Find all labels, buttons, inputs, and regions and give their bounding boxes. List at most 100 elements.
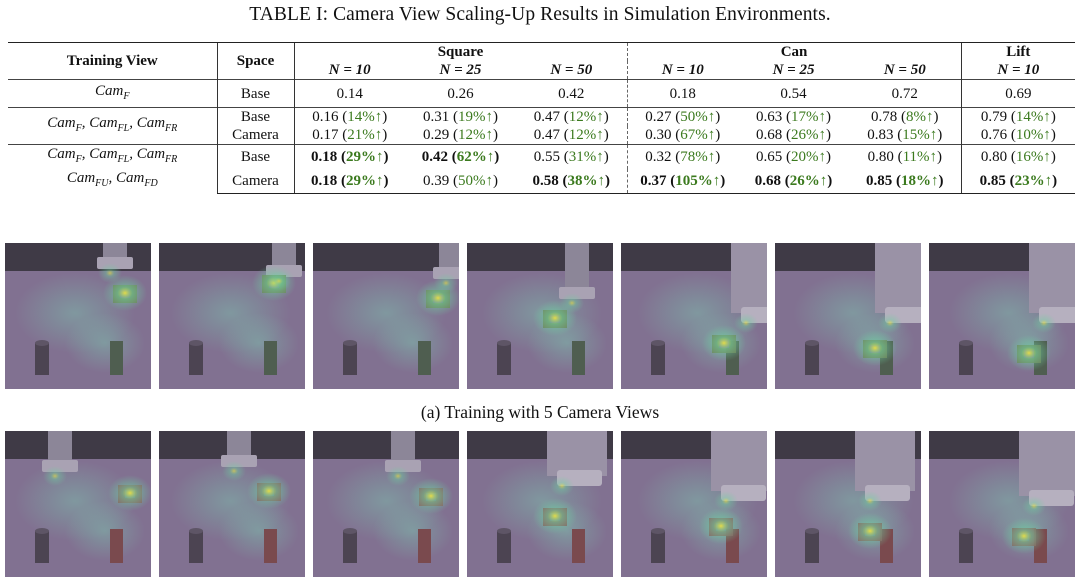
attention-heatmap-icon [5,431,151,577]
result-cell: 0.63 (17%↑) [738,107,850,126]
result-cell: 0.47 (12%↑) [533,127,609,143]
round-peg-icon [651,340,665,375]
training-view-label: CamF, CamFL, CamFR [47,146,178,165]
attention-heatmap-icon [775,243,921,389]
table-row: CamF, CamFL, CamFR CamFU, CamFD Base 0.18 (… [8,143,1076,193]
result-cell: 0.68 (26%↑) [738,168,850,194]
robot-gripper-icon [731,243,767,323]
result-cell: 0.76 (10%↑) [960,126,1076,145]
result-cell: 0.39 (50%↑) [405,168,516,194]
heatmap-frame [621,243,767,389]
attention-heatmap-icon [467,243,613,389]
header-can-n25: N = 25 [772,62,815,78]
attention-heatmap-icon [929,243,1075,389]
attention-heatmap-icon [621,431,767,577]
result-cell: 0.17 (21%↑) [293,126,405,145]
round-peg-icon [343,340,357,375]
round-peg-icon [35,528,49,563]
result-cell: 0.79 (14%↑) [960,107,1076,126]
header-square-n10: N = 10 [293,61,405,80]
header-lift-n10: N = 10 [960,61,1076,80]
header-space: Space [216,42,294,80]
result-cell: 0.32 (78%↑) [626,143,739,169]
header-can: Can [626,42,962,61]
result-cell: 0.37 (105%↑) [626,168,739,194]
result-cell: 0.83 (15%↑) [867,127,943,143]
result-cell: 0.72 [849,79,962,108]
round-peg-icon [959,340,973,375]
result-cell: 0.65 (20%↑) [738,143,850,169]
result-cell: 0.18 [626,79,739,108]
robot-gripper-icon [547,431,607,486]
attention-heatmap-icon [929,431,1075,577]
result-cell: 0.42 [516,79,628,108]
result-cell: 0.68 (26%↑) [756,127,832,143]
result-cell: 0.58 (38%↑) [516,168,628,194]
square-peg-icon [110,529,123,563]
figure-subcaption-a: (a) Training with 5 Camera Views [420,402,660,422]
square-peg-icon [418,529,431,563]
heatmap-frame [929,243,1075,389]
training-view-label: CamF [95,82,130,102]
robot-gripper-icon [385,431,421,472]
space-cell: Camera [216,126,294,145]
results-table-body: CamF Base 0.14 0.26 0.42 0.18 0.54 0.72 0.69 CamF… [8,79,1076,194]
heatmap-frame [775,243,921,389]
robot-gripper-icon [1019,431,1075,506]
heatmap-frame [5,431,151,577]
table-row: CamF, CamFL, CamFR Base 0.16 (14%↑) 0.31 (1… [8,107,1076,145]
result-cell: 0.85 (18%↑) [849,168,962,194]
attention-heatmap-icon [313,431,459,577]
space-cell: Camera [216,168,294,194]
header-lift: Lift [960,42,1076,61]
header-can-n10: N = 10 [626,61,739,80]
round-peg-icon [805,528,819,563]
attention-heatmap-icon [621,243,767,389]
header-square-n50: N = 50 [550,62,593,78]
square-peg-icon [264,529,277,563]
attention-heatmap-icon [5,243,151,389]
result-cell: 0.14 [293,79,405,108]
result-cell: 0.78 (8%↑) [849,107,962,126]
result-cell: 0.80 (11%↑) [849,143,962,169]
header-training-view: Training View [8,42,217,80]
result-cell: 0.29 (12%↑) [423,127,498,143]
header-square: Square [293,42,628,61]
attention-heatmap-icon [313,243,459,389]
heatmap-frame [5,243,151,389]
square-peg-icon [264,341,277,375]
training-view-cell: CamF, CamFL, CamFR [8,107,217,145]
result-cell: 0.18 (29%↑) [293,168,405,194]
robot-gripper-icon [855,431,915,501]
heatmap-frame [313,243,459,389]
training-view-cell: CamF, CamFL, CamFR CamFU, CamFD [8,144,217,193]
heatmap-frame [159,243,305,389]
space-cell: Base [216,107,294,126]
heatmap-frame [313,431,459,577]
table-caption: TABLE I: Camera View Scaling-Up Results … [249,4,831,25]
result-cell: 0.55 (31%↑) [516,143,628,169]
header-square-n25: N = 25 [439,62,482,78]
round-peg-icon [651,528,665,563]
result-cell: 0.42 (62%↑) [405,143,516,169]
square-peg-icon [110,341,123,375]
round-peg-icon [959,528,973,563]
attention-heatmap-icon [467,431,613,577]
space-cell: Base [216,79,294,108]
heatmap-frame [929,431,1075,577]
attention-heatmap-icon [775,431,921,577]
result-cell: 0.80 (16%↑) [960,143,1076,169]
round-peg-icon [189,528,203,563]
robot-gripper-icon [1029,243,1075,323]
heatmap-frame [775,431,921,577]
result-cell: 0.18 (29%↑) [293,143,405,169]
heatmap-frame [467,431,613,577]
round-peg-icon [189,340,203,375]
result-cell: 0.47 (12%↑) [516,107,628,126]
round-peg-icon [343,528,357,563]
result-cell: 0.16 (14%↑) [293,107,405,126]
result-cell: 0.27 (50%↑) [626,107,739,126]
square-peg-icon [418,341,431,375]
results-table: Training View Space Square Can Lift N = … [8,42,1076,194]
result-cell: 0.30 (67%↑) [626,126,739,145]
